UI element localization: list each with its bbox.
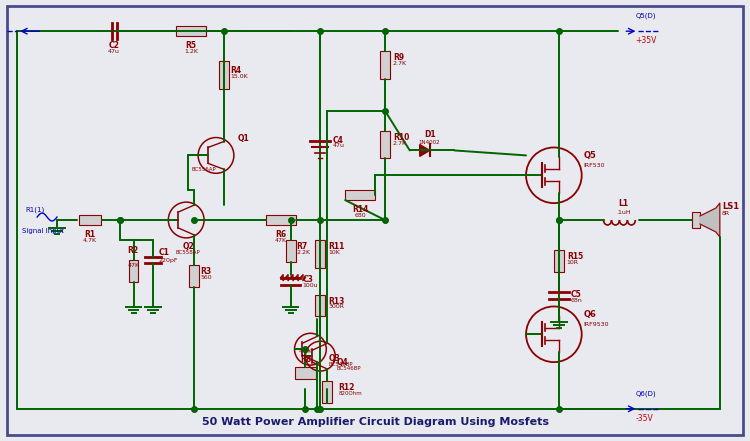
- Text: 4.7K: 4.7K: [82, 238, 97, 243]
- Text: R13: R13: [328, 296, 345, 306]
- Text: IRF530: IRF530: [584, 163, 605, 168]
- Text: R8: R8: [300, 355, 311, 364]
- Text: Q6: Q6: [584, 310, 596, 319]
- Text: Q4: Q4: [336, 358, 348, 367]
- Text: 300R: 300R: [328, 304, 344, 310]
- Text: 47K: 47K: [274, 238, 286, 243]
- Text: 47K: 47K: [128, 263, 140, 268]
- Text: Signal Input: Signal Input: [22, 228, 64, 234]
- Text: R11: R11: [328, 242, 345, 251]
- FancyBboxPatch shape: [219, 61, 229, 89]
- Text: IRF9530: IRF9530: [584, 322, 609, 327]
- FancyBboxPatch shape: [286, 240, 296, 262]
- Text: R6: R6: [275, 230, 286, 239]
- Text: R7: R7: [296, 242, 307, 251]
- FancyBboxPatch shape: [79, 215, 101, 225]
- FancyBboxPatch shape: [345, 190, 375, 200]
- Text: BC558AP: BC558AP: [176, 250, 200, 255]
- Text: C5: C5: [571, 290, 581, 299]
- Text: 8R: 8R: [722, 211, 730, 216]
- FancyBboxPatch shape: [128, 260, 139, 282]
- Text: R5: R5: [186, 41, 196, 50]
- Text: L1: L1: [618, 199, 628, 208]
- Text: -35V: -35V: [635, 414, 653, 423]
- Text: 820Ohm: 820Ohm: [338, 391, 362, 396]
- Text: BC546BP: BC546BP: [328, 362, 353, 367]
- Text: .1uH: .1uH: [616, 210, 631, 215]
- Text: Q2: Q2: [182, 242, 194, 251]
- Text: D1: D1: [424, 130, 436, 138]
- Text: 1.2K: 1.2K: [184, 49, 198, 54]
- Text: R1: R1: [84, 230, 95, 239]
- Text: C2: C2: [108, 41, 119, 50]
- Text: 47u: 47u: [108, 49, 120, 54]
- Text: 680: 680: [354, 213, 366, 218]
- Text: LS1: LS1: [722, 202, 739, 211]
- Text: R15: R15: [567, 252, 583, 261]
- FancyBboxPatch shape: [176, 26, 206, 36]
- Text: Q5: Q5: [584, 151, 596, 160]
- Text: 50 Watt Power Amplifier Circuit Diagram Using Mosfets: 50 Watt Power Amplifier Circuit Diagram …: [202, 417, 548, 427]
- Text: 15.0K: 15.0K: [230, 74, 248, 79]
- Text: R4: R4: [230, 66, 241, 75]
- Text: BC546BP: BC546BP: [336, 366, 361, 371]
- Text: 68n: 68n: [571, 298, 583, 303]
- Text: R1(1): R1(1): [26, 207, 44, 213]
- FancyBboxPatch shape: [189, 265, 199, 287]
- Text: Q1: Q1: [238, 134, 250, 142]
- Text: 560: 560: [200, 275, 211, 280]
- Text: BC556AP: BC556AP: [191, 167, 216, 172]
- FancyBboxPatch shape: [295, 367, 316, 379]
- FancyBboxPatch shape: [554, 250, 564, 272]
- Text: 2.7K: 2.7K: [393, 61, 407, 66]
- Text: +35V: +35V: [635, 36, 657, 45]
- Text: C4: C4: [332, 135, 344, 145]
- Text: 1N4002: 1N4002: [419, 141, 440, 146]
- Text: Q3: Q3: [328, 354, 340, 363]
- Text: Q5(D): Q5(D): [635, 13, 656, 19]
- Polygon shape: [700, 203, 720, 237]
- FancyBboxPatch shape: [692, 212, 700, 228]
- Polygon shape: [420, 145, 430, 157]
- Text: R2: R2: [128, 246, 139, 255]
- Text: C3: C3: [302, 275, 313, 284]
- Text: 2.7K: 2.7K: [393, 141, 407, 146]
- Text: 10R: 10R: [567, 260, 579, 265]
- Text: Q6(D): Q6(D): [635, 390, 656, 397]
- Text: R3: R3: [200, 267, 211, 276]
- Text: R14: R14: [352, 205, 368, 214]
- Text: 220pF: 220pF: [158, 258, 178, 263]
- FancyBboxPatch shape: [380, 51, 390, 79]
- Text: 2.2K: 2.2K: [296, 250, 310, 255]
- Text: 47u: 47u: [332, 143, 344, 149]
- FancyBboxPatch shape: [316, 295, 326, 316]
- FancyBboxPatch shape: [322, 381, 332, 403]
- Text: R10: R10: [393, 133, 410, 142]
- Text: R12: R12: [338, 383, 355, 392]
- FancyBboxPatch shape: [380, 131, 390, 158]
- Text: R9: R9: [393, 53, 404, 62]
- Text: 100u: 100u: [302, 283, 318, 288]
- Text: 10K: 10K: [328, 250, 340, 255]
- Text: C1: C1: [158, 248, 170, 257]
- FancyBboxPatch shape: [266, 215, 296, 225]
- Text: 4.7K: 4.7K: [298, 349, 313, 354]
- FancyBboxPatch shape: [316, 240, 326, 268]
